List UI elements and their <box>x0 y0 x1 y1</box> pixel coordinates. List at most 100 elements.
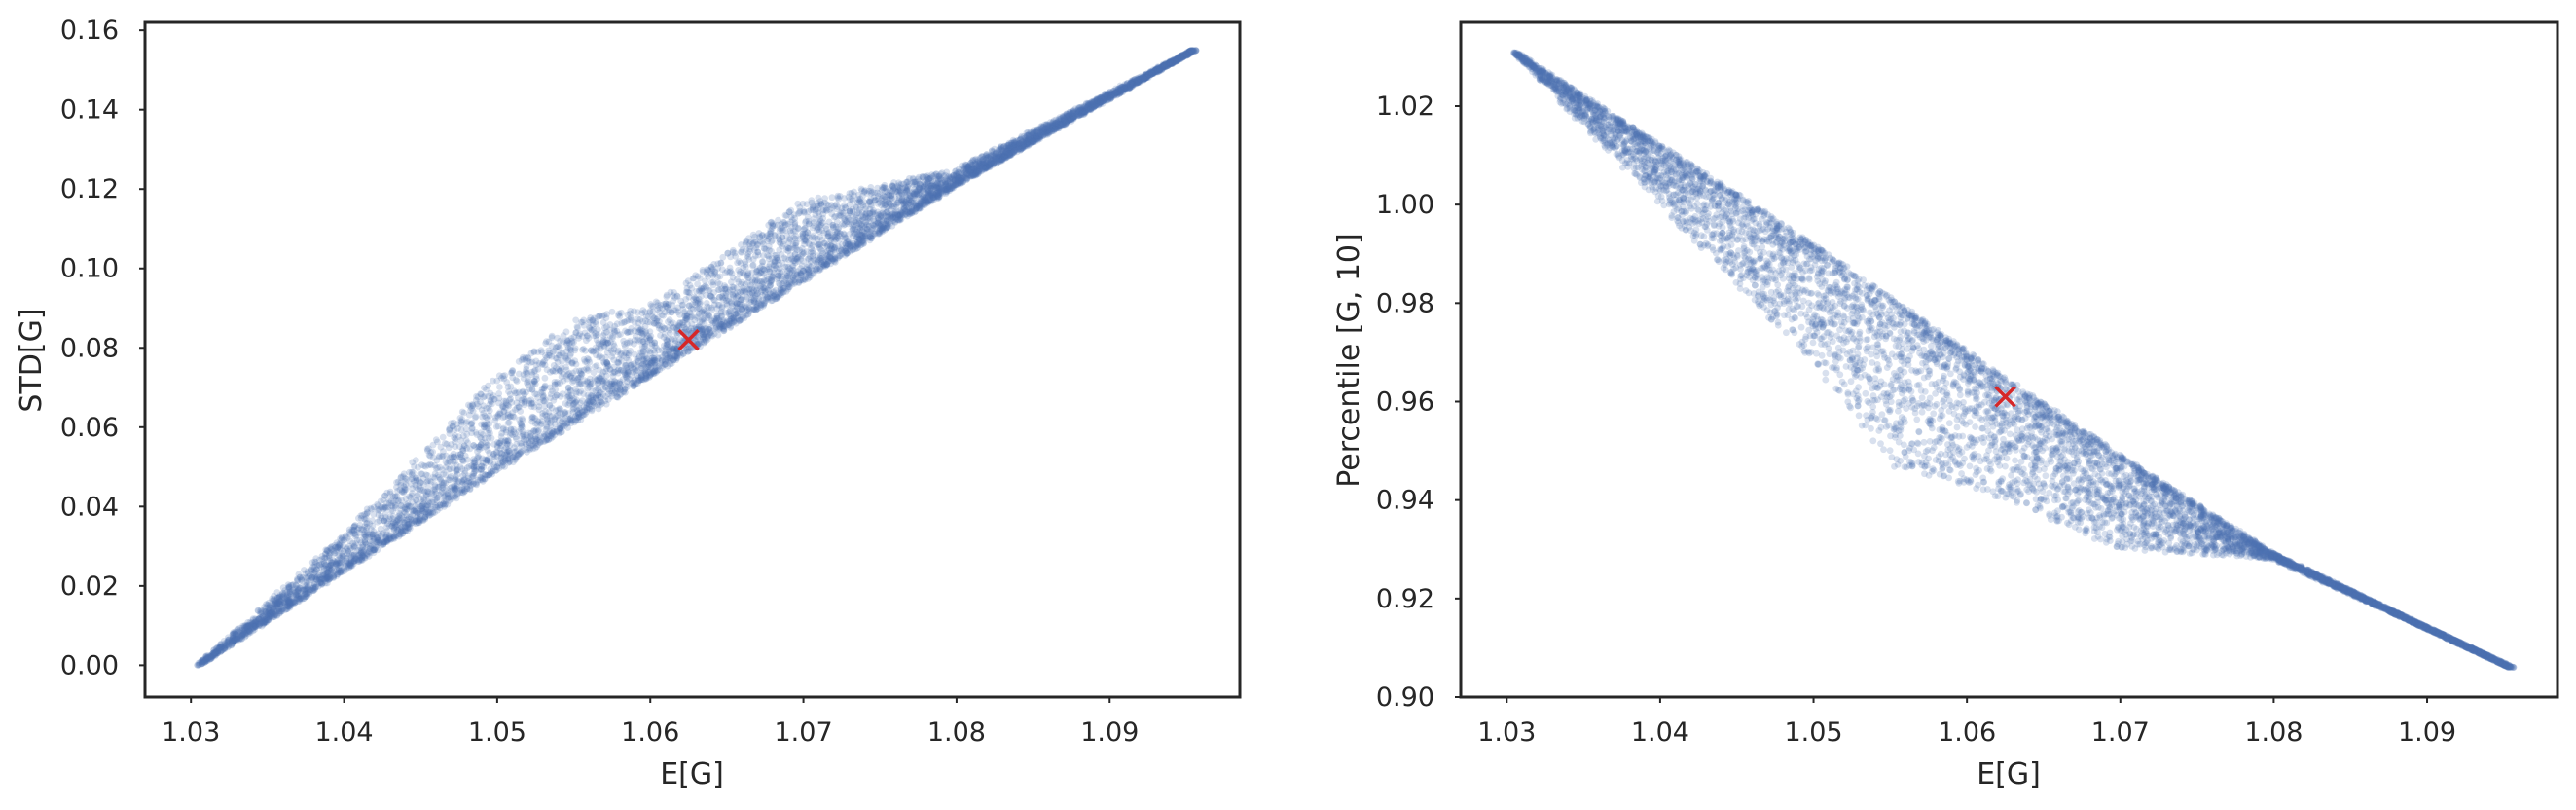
scatter-point <box>834 192 842 200</box>
scatter-point <box>978 153 986 161</box>
scatter-point <box>1160 61 1167 69</box>
scatter-point <box>655 355 662 362</box>
scatter-point <box>777 290 784 297</box>
scatter-point <box>868 209 876 216</box>
scatter-point <box>478 421 485 428</box>
scatter-point <box>927 192 935 200</box>
scatter-point <box>285 584 293 592</box>
scatter-point <box>1008 145 1016 153</box>
scatter-point <box>992 150 999 158</box>
scatter-point <box>1078 108 1086 116</box>
scatter-point <box>810 215 817 223</box>
scatter-point <box>215 644 223 652</box>
scatter-points <box>194 47 1200 669</box>
scatter-point <box>1073 111 1081 118</box>
scatter-point <box>283 594 291 601</box>
scatter-point <box>729 291 737 298</box>
scatter-point <box>699 316 707 323</box>
scatter-point <box>265 608 272 615</box>
scatter-point <box>350 527 358 534</box>
scatter-point <box>285 603 293 610</box>
scatter-point <box>557 424 563 432</box>
scatter-point <box>588 405 596 413</box>
scatter-point <box>457 451 464 458</box>
scatter-point <box>666 326 673 334</box>
scatter-point <box>308 576 315 584</box>
scatter-point <box>1096 98 1104 106</box>
scatter-point <box>902 202 910 210</box>
scatter-point <box>1104 93 1111 101</box>
scatter-point <box>272 600 278 608</box>
scatter-point <box>814 256 821 264</box>
scatter-point <box>708 267 716 274</box>
scatter-point <box>540 397 547 404</box>
scatter-point <box>665 324 672 332</box>
scatter-point <box>1128 81 1136 89</box>
scatter-point <box>409 511 417 518</box>
scatter-point <box>852 203 859 210</box>
scatter-point <box>1144 72 1152 80</box>
scatter-point <box>974 166 982 174</box>
scatter-point <box>717 259 724 267</box>
scatter-point <box>953 170 961 178</box>
scatter-point <box>1036 134 1043 142</box>
scatter-point <box>970 167 978 175</box>
scatter-point <box>254 617 262 625</box>
scatter-point <box>487 429 493 437</box>
scatter-point <box>914 175 922 183</box>
scatter-point <box>849 208 856 216</box>
scatter-point <box>421 513 429 521</box>
scatter-point <box>904 201 912 207</box>
scatter-point <box>241 627 249 634</box>
scatter-point <box>1188 48 1196 55</box>
scatter-point <box>648 341 656 349</box>
scatter-point <box>371 534 378 542</box>
scatter-point <box>339 534 346 542</box>
scatter-point <box>916 202 923 210</box>
scatter-point <box>685 302 693 310</box>
scatter-point <box>828 210 836 218</box>
scatter-point <box>760 302 767 310</box>
scatter-point <box>819 214 827 222</box>
scatter-point <box>1011 143 1018 151</box>
scatter-point <box>299 586 307 594</box>
scatter-point <box>505 388 512 395</box>
scatter-point <box>213 647 220 655</box>
scatter-point <box>1041 121 1048 129</box>
scatter-point <box>287 590 295 598</box>
scatter-point <box>1181 51 1189 58</box>
scatter-point <box>508 399 516 406</box>
scatter-point <box>507 413 515 420</box>
scatter-point <box>734 276 741 283</box>
scatter-point <box>627 348 634 354</box>
scatter-point <box>370 549 378 557</box>
scatter-point <box>1066 108 1073 116</box>
scatter-point <box>1081 108 1088 116</box>
scatter-point <box>335 564 343 571</box>
scatter-point <box>864 214 872 221</box>
scatter-point <box>699 331 707 338</box>
scatter-point <box>951 177 959 184</box>
scatter-point <box>701 339 708 347</box>
scatter-point <box>478 465 485 473</box>
scatter-point <box>447 465 454 473</box>
scatter-point <box>469 402 476 410</box>
scatter-point <box>1152 65 1159 73</box>
scatter-point <box>478 474 485 482</box>
scatter-point <box>725 321 733 329</box>
scatter-point <box>705 266 712 274</box>
scatter-point <box>827 254 835 262</box>
scatter-point <box>575 411 582 418</box>
scatter-point <box>1187 48 1194 55</box>
scatter-point <box>387 536 395 543</box>
scatter-point <box>446 426 454 434</box>
scatter-point <box>819 206 826 214</box>
scatter-point <box>729 314 737 322</box>
scatter-point <box>836 252 844 260</box>
scatter-point <box>840 209 847 217</box>
scatter-point <box>1021 141 1029 149</box>
scatter-point <box>846 240 853 248</box>
scatter-point <box>1038 125 1046 132</box>
scatter-point <box>374 534 381 541</box>
scatter-point <box>1074 106 1082 114</box>
